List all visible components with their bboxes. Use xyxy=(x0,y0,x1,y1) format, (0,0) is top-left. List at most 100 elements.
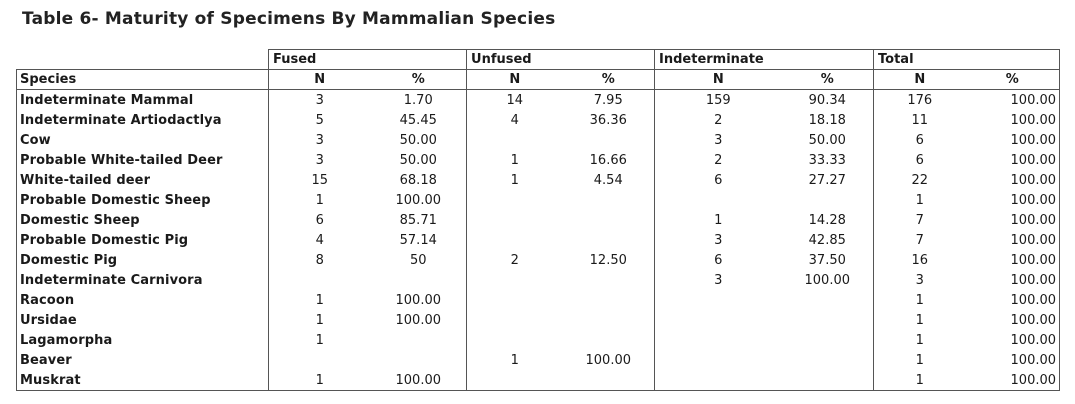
indeterminate-pct-cell xyxy=(782,350,874,370)
table-body: Indeterminate Mammal 3 1.70 14 7.95 159 90.34 1… xyxy=(16,89,1061,391)
fused-pct-cell: 100.00 xyxy=(395,312,442,328)
unfused-pct-cell xyxy=(562,370,655,391)
indeterminate-n-cell xyxy=(654,350,782,370)
species-cell: White-tailed deer xyxy=(16,170,269,190)
total-pct-cell: 100.00 xyxy=(965,210,1061,230)
total-n-cell: 1 xyxy=(873,370,966,391)
species-cell: Muskrat xyxy=(16,370,269,391)
group-header-row: Fused Unfused Indeterminate Total xyxy=(17,49,1061,70)
group-header-indeterminate: Indeterminate xyxy=(654,49,874,70)
total-pct-cell: 100.00 xyxy=(965,230,1061,250)
table-row: Probable Domestic Pig 4 57.14 3 42.85 7 100.00 xyxy=(16,230,1061,250)
table-row: Domestic Sheep 6 85.71 1 14.28 7 100.00 xyxy=(16,210,1061,230)
species-cell: Domestic Pig xyxy=(16,250,269,270)
total-pct-cell: 100.00 xyxy=(965,190,1061,210)
total-pct-cell: 100.00 xyxy=(965,270,1061,290)
indeterminate-pct-cell: 14.28 xyxy=(808,212,846,228)
group-header-fused: Fused xyxy=(267,49,467,70)
indeterminate-pct-cell: 90.34 xyxy=(808,92,846,108)
species-cell: Ursidae xyxy=(16,310,269,330)
unfused-n-cell xyxy=(466,210,563,230)
fused-n-cell: 15 xyxy=(268,170,371,190)
unfused-pct-cell: 100.00 xyxy=(585,352,632,368)
fused-pct-cell: 50.00 xyxy=(399,132,437,148)
total-n-cell: 16 xyxy=(873,250,966,270)
total-n-cell: 22 xyxy=(873,170,966,190)
total-n-cell: 7 xyxy=(873,210,966,230)
indeterminate-pct-cell xyxy=(782,310,874,330)
indeterminate-pct-cell xyxy=(782,190,874,210)
indeterminate-pct-cell: 37.50 xyxy=(808,252,846,268)
fused-pct-cell xyxy=(371,330,467,350)
fused-n-cell: 1 xyxy=(268,370,371,391)
unfused-n-cell xyxy=(466,310,563,330)
unfused-pct-cell: 36.36 xyxy=(589,112,627,128)
unfused-n-cell: 1 xyxy=(466,150,563,170)
total-pct-cell: 100.00 xyxy=(965,110,1061,130)
indeterminate-n-cell: 2 xyxy=(654,150,782,170)
fused-n-cell: 3 xyxy=(268,89,371,110)
maturity-table: Fused Unfused Indeterminate Total Specie… xyxy=(16,49,1061,391)
indeterminate-n-cell: 1 xyxy=(654,210,782,230)
table-row: White-tailed deer 15 68.18 1 4.54 6 27.27 22 100… xyxy=(16,170,1061,190)
unfused-n-cell: 1 xyxy=(466,170,563,190)
unfused-pct-cell xyxy=(563,230,655,250)
indeterminate-n-header: N xyxy=(654,69,782,90)
species-cell: Indeterminate Carnivora xyxy=(16,270,269,290)
species-cell: Indeterminate Artiodactlya xyxy=(16,110,269,130)
species-cell: Probable Domestic Sheep xyxy=(16,190,269,210)
fused-n-cell: 3 xyxy=(268,150,371,170)
table-row: Indeterminate Carnivora 3 100.00 3 100.00 xyxy=(16,270,1061,290)
indeterminate-n-cell: 6 xyxy=(654,170,782,190)
total-n-cell: 176 xyxy=(873,89,966,110)
species-cell: Probable White-tailed Deer xyxy=(16,150,269,170)
total-n-cell: 11 xyxy=(873,110,966,130)
table-row: Ursidae 1 100.00 1 100.00 xyxy=(16,310,1061,330)
total-pct-cell: 100.00 xyxy=(965,250,1061,270)
unfused-n-cell: 2 xyxy=(466,250,563,270)
total-pct-header: % xyxy=(965,69,1061,90)
total-n-cell: 1 xyxy=(873,290,966,310)
total-n-cell: 1 xyxy=(873,190,966,210)
unfused-n-cell xyxy=(466,370,563,391)
sub-header-row: Species N % N % N % N % xyxy=(16,69,1061,90)
table-row: Racoon 1 100.00 1 100.00 xyxy=(16,290,1061,310)
indeterminate-n-cell xyxy=(654,330,782,350)
table-row: Probable White-tailed Deer 3 50.00 1 16.66 2 3… xyxy=(16,150,1061,170)
total-pct-cell: 100.00 xyxy=(965,290,1061,310)
species-cell: Racoon xyxy=(16,290,269,310)
unfused-n-cell: 14 xyxy=(466,89,563,110)
unfused-pct-cell xyxy=(563,270,655,290)
fused-pct-cell: 85.71 xyxy=(399,212,437,228)
unfused-n-cell: 4 xyxy=(466,110,563,130)
species-cell: Beaver xyxy=(16,350,269,370)
fused-pct-cell: 68.18 xyxy=(399,172,437,188)
fused-n-cell: 1 xyxy=(268,190,371,210)
indeterminate-n-cell: 3 xyxy=(654,230,782,250)
table-title: Table 6- Maturity of Specimens By Mammal… xyxy=(22,9,556,29)
table-row: Lagamorpha 1 1 100.00 xyxy=(16,330,1061,350)
total-n-header: N xyxy=(873,69,966,90)
total-n-cell: 1 xyxy=(873,330,966,350)
total-n-cell: 1 xyxy=(873,310,966,330)
fused-n-cell: 4 xyxy=(268,230,371,250)
table-row: Indeterminate Mammal 3 1.70 14 7.95 159 90.34 1… xyxy=(16,89,1061,110)
indeterminate-n-cell xyxy=(654,290,782,310)
unfused-pct-cell xyxy=(563,190,655,210)
fused-pct-cell: 50 xyxy=(409,252,427,268)
total-pct-cell: 100.00 xyxy=(965,150,1061,170)
indeterminate-pct-cell: 42.85 xyxy=(808,232,846,248)
unfused-n-cell xyxy=(466,330,563,350)
indeterminate-pct-cell xyxy=(782,290,874,310)
indeterminate-n-cell: 3 xyxy=(654,270,782,290)
fused-n-cell: 6 xyxy=(268,210,371,230)
total-n-cell: 1 xyxy=(873,350,966,370)
unfused-n-header: N xyxy=(466,69,563,90)
unfused-pct-cell: 16.66 xyxy=(589,152,627,168)
indeterminate-pct-cell: 100.00 xyxy=(804,272,851,288)
indeterminate-pct-cell: 33.33 xyxy=(808,152,846,168)
unfused-n-cell xyxy=(466,290,563,310)
unfused-pct-cell xyxy=(563,310,655,330)
fused-pct-cell xyxy=(371,270,467,290)
species-cell: Domestic Sheep xyxy=(16,210,269,230)
